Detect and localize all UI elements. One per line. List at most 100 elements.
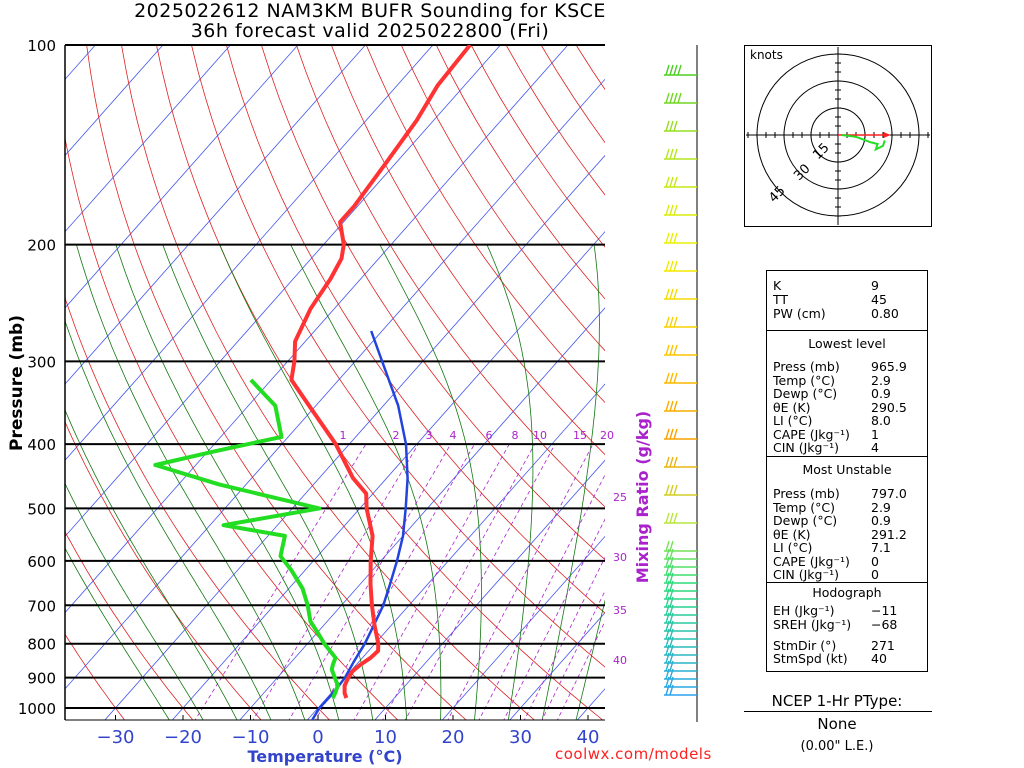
- wind-barb-flag: [673, 260, 678, 272]
- index-label: K: [773, 278, 782, 293]
- temperature-tick-label: 0: [312, 727, 323, 748]
- mixing-ratio-tick-label: 40: [613, 654, 627, 667]
- wind-barb: [664, 580, 697, 592]
- wind-barb-flag: [673, 232, 678, 244]
- dry-adiabat-line: [470, 45, 605, 248]
- wind-barb-flag: [669, 204, 674, 216]
- wind-barb: [664, 64, 697, 76]
- wind-barb-flag: [673, 92, 678, 104]
- y-axis-title: Pressure (mb): [7, 315, 27, 451]
- pressure-tick-label: 400: [27, 436, 56, 454]
- wind-barb: [664, 548, 697, 560]
- wind-barb-flag: [669, 668, 674, 680]
- dewpoint-profile-line: [153, 378, 340, 699]
- wind-barb: [664, 652, 697, 664]
- wind-barb-flag: [669, 604, 674, 616]
- temperature-tick-label: 30: [509, 727, 532, 748]
- index-value: 291.2: [871, 526, 907, 542]
- mixing-ratio-line: [252, 443, 419, 720]
- wind-barb: [664, 684, 697, 696]
- mixing-ratio-line: [503, 518, 605, 720]
- wind-barb-flag: [665, 484, 670, 496]
- wind-barb: [664, 176, 697, 188]
- wind-barb-flag: [665, 564, 670, 576]
- index-value: 0: [871, 553, 879, 569]
- isotherm-line: [65, 45, 501, 538]
- moist-adiabat-line: [575, 599, 605, 720]
- wind-barb-flag: [673, 176, 678, 188]
- temperature-tick-label: −10: [232, 727, 270, 748]
- wind-barb: [664, 660, 697, 672]
- pressure-tick-label: 100: [27, 37, 56, 55]
- mixing-ratio-tick-label: 15: [573, 429, 587, 442]
- mixing-ratio-tick-label: 10: [533, 429, 547, 442]
- wind-barb-flag: [669, 676, 674, 688]
- wind-barb-flag: [669, 176, 674, 188]
- wind-barb: [664, 120, 697, 132]
- most-unstable-heading: Most Unstable: [802, 462, 892, 477]
- mixing-ratio-line: [478, 474, 605, 720]
- wind-barb-flag: [665, 556, 670, 568]
- indices-divider: [767, 456, 927, 457]
- wind-barb-flag: [673, 400, 678, 412]
- wind-barb: [664, 288, 697, 300]
- wind-barb: [664, 596, 697, 608]
- moist-adiabat-line: [541, 244, 600, 720]
- mixing-ratio-tick-label: 6: [486, 429, 493, 442]
- wind-barb: [664, 676, 697, 688]
- dry-adiabat-line: [156, 45, 604, 720]
- mixing-ratio-line: [353, 443, 510, 720]
- dry-adiabat-line: [575, 45, 605, 91]
- dry-adiabat-line: [716, 45, 744, 722]
- wind-barb-flag: [665, 572, 670, 584]
- isotherm-line: [441, 535, 605, 720]
- index-value: 965.9: [871, 359, 907, 374]
- index-label: LI (°C): [773, 540, 813, 555]
- index-value: 0: [871, 567, 879, 582]
- wind-barb-flag: [669, 484, 674, 496]
- index-label: PW (cm): [773, 306, 826, 321]
- wind-barb-flag: [669, 660, 674, 672]
- mixing-ratio-line: [447, 443, 594, 720]
- wind-barb-flag: [665, 596, 670, 608]
- wind-barb-flag: [669, 316, 674, 328]
- wind-barb-flag: [665, 372, 670, 384]
- wind-barb-flag: [673, 316, 678, 328]
- wind-barb-flag: [665, 660, 670, 672]
- temperature-tick-label: 40: [577, 727, 600, 748]
- moist-adiabat-line: [65, 408, 238, 720]
- index-value: 1: [871, 426, 879, 442]
- dry-adiabat-line: [65, 420, 262, 720]
- pressure-tick-label: 700: [27, 597, 56, 615]
- wind-barb: [664, 428, 697, 440]
- wind-barb-flag: [669, 400, 674, 412]
- index-value: 45: [871, 292, 887, 307]
- mixing-ratio-line: [314, 443, 475, 720]
- index-value: 4: [871, 440, 879, 455]
- moist-adiabat-line: [65, 547, 170, 720]
- hodograph-params-heading: Hodograph: [812, 585, 882, 600]
- index-label: CIN (Jkg⁻¹): [773, 440, 839, 455]
- mixing-ratio-line: [541, 590, 605, 720]
- mixing-ratio-tick-label: 3: [426, 429, 433, 442]
- index-label: StmDir (°): [773, 637, 837, 653]
- wind-barb-flag: [669, 120, 674, 132]
- credit-link[interactable]: coolwx.com/models: [555, 745, 712, 763]
- wind-barb-flag: [665, 512, 670, 524]
- wind-barb-flag: [669, 684, 674, 696]
- wind-barb-flag: [669, 92, 674, 104]
- wind-barb-flag: [669, 636, 674, 648]
- mixing-ratio-line: [194, 443, 367, 720]
- wind-barb-flag: [673, 484, 678, 496]
- index-label: LI (°C): [773, 413, 813, 428]
- wind-barb-flag: [665, 120, 670, 132]
- chart-title: 2025022612 NAM3KM BUFR Sounding for KSCE: [134, 0, 606, 22]
- wind-barb-flag: [669, 288, 674, 300]
- temperature-profile-line: [289, 45, 472, 699]
- wind-barb-flag: [665, 676, 670, 688]
- mixing-ratio-line: [556, 620, 605, 720]
- wind-barb-flag: [669, 628, 674, 640]
- temperature-tick-label: −20: [164, 727, 202, 748]
- index-label: Dewp (°C): [773, 386, 838, 401]
